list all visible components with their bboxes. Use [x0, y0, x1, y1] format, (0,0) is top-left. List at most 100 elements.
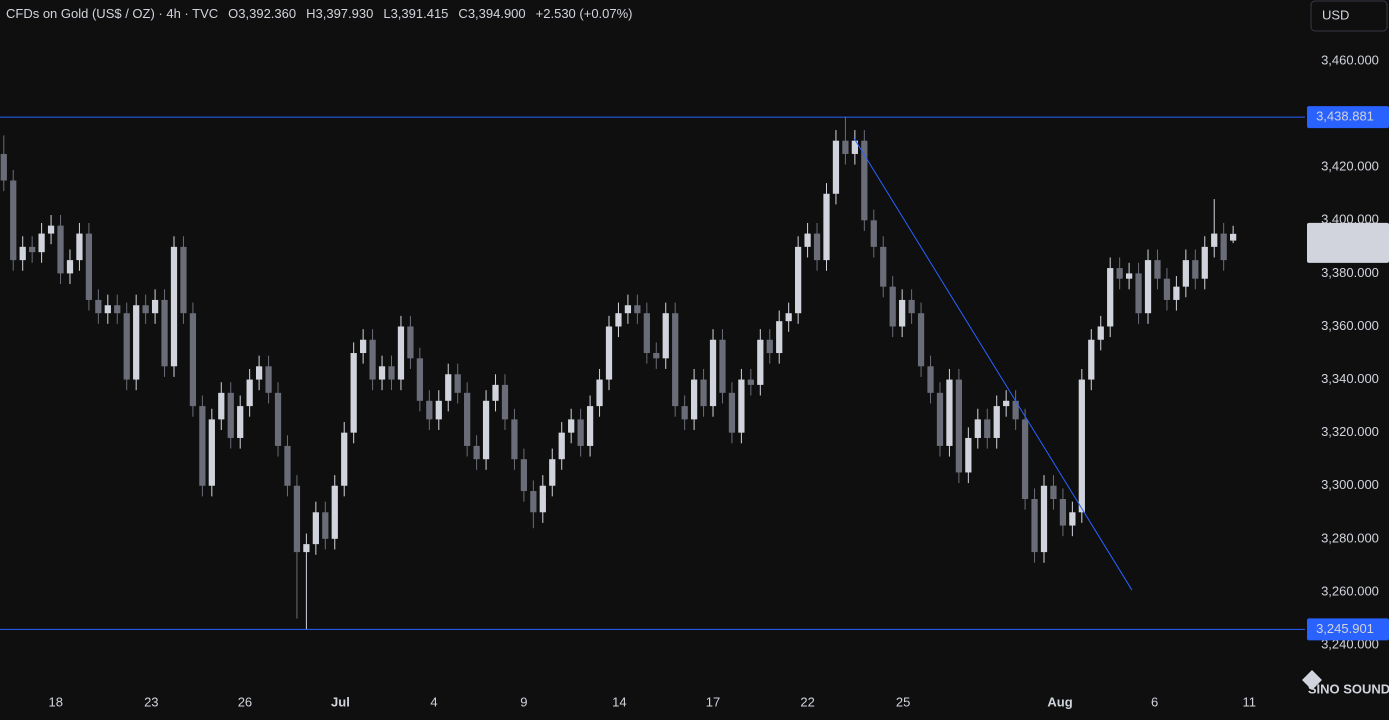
level-tag: [1307, 618, 1389, 641]
candle-body: [1050, 485, 1057, 500]
candle-body: [284, 445, 291, 486]
candle-body: [795, 246, 802, 314]
symbol-title: CFDs on Gold (US$ / OZ) · 4h · TVC: [6, 6, 218, 21]
y-tick-label: 3,380.000: [1321, 265, 1379, 280]
candle-body: [776, 321, 783, 354]
candle-body: [785, 313, 792, 322]
candle-body: [511, 419, 518, 460]
candle-body: [407, 326, 414, 359]
currency-button[interactable]: [1310, 0, 1388, 32]
candle-body: [984, 419, 991, 438]
candle-body: [1107, 268, 1114, 327]
candle-body: [29, 246, 36, 253]
candle-body: [274, 392, 282, 446]
candle-body: [813, 233, 821, 261]
y-tick-label: 3,460.000: [1321, 52, 1379, 67]
candle-body: [218, 392, 225, 420]
candle-body: [170, 246, 178, 367]
candle-body: [426, 400, 433, 420]
candle-body: [76, 233, 83, 261]
candle-body: [719, 339, 726, 393]
candle-body: [851, 140, 858, 154]
candle-body: [47, 225, 55, 234]
candle-body: [350, 353, 357, 433]
candle-body: [917, 313, 925, 367]
candle-body: [227, 392, 234, 438]
candle-body: [889, 286, 896, 327]
candle-body: [142, 305, 149, 314]
watermark: SINO SOUND: [1308, 681, 1389, 696]
candle-body: [605, 326, 613, 380]
price-change: +2.530 (+0.07%): [536, 6, 633, 21]
candle-body: [255, 366, 263, 380]
candle-body: [568, 419, 575, 433]
candle-body: [360, 339, 367, 354]
candle-body: [378, 366, 386, 380]
candle-body: [435, 400, 442, 420]
x-tick-label: 26: [238, 694, 252, 709]
candle-body: [672, 313, 679, 407]
candle-body: [662, 313, 669, 359]
candle-body: [653, 353, 660, 359]
candle-body: [823, 193, 830, 261]
ohlc-label: C: [458, 6, 467, 21]
chart-header: CFDs on Gold (US$ / OZ) · 4h · TVC O3,392…: [6, 6, 633, 21]
candle-body: [577, 419, 584, 446]
candle-body: [151, 299, 159, 314]
candle-body: [1031, 499, 1038, 553]
candle-body: [38, 233, 45, 253]
candle-body: [870, 220, 877, 247]
level-label: 3,438.881: [1316, 109, 1374, 124]
candle-body: [85, 233, 93, 300]
candle-body: [10, 180, 17, 261]
candle-body: [445, 374, 452, 401]
candle-body: [880, 246, 887, 287]
candle-body: [322, 512, 329, 539]
y-tick-label: 3,300.000: [1321, 477, 1379, 492]
x-tick-label: 23: [144, 694, 158, 709]
candle-body: [520, 459, 528, 492]
x-tick-label: Aug: [1047, 694, 1072, 709]
candle-body: [492, 384, 499, 401]
candle-body: [558, 432, 565, 460]
level-label: 3,245.901: [1316, 621, 1374, 636]
y-tick-label: 3,280.000: [1321, 530, 1379, 545]
candle-body: [728, 392, 736, 433]
candle-body: [681, 406, 688, 420]
level-tag: [1307, 106, 1389, 129]
candle-body: [369, 339, 376, 380]
candle-body: [832, 140, 840, 194]
candle-body: [1144, 260, 1152, 314]
candle-body: [1163, 278, 1171, 300]
candle-body: [993, 406, 1000, 438]
trendline: [853, 137, 1133, 591]
candle-body: [388, 366, 395, 380]
x-tick-label: 9: [520, 694, 527, 709]
candle-body: [104, 305, 111, 314]
candle-body: [842, 140, 849, 154]
candle-body: [95, 299, 102, 314]
candle-body: [1069, 512, 1076, 526]
candle-body: [1182, 260, 1189, 287]
candle-body: [1003, 400, 1010, 407]
y-tick-label: 3,420.000: [1321, 159, 1379, 174]
x-tick-label: 22: [800, 694, 814, 709]
candle-body: [908, 299, 915, 314]
ohlc-label: O: [228, 6, 238, 21]
candle-body: [265, 366, 272, 393]
x-tick-label: 4: [430, 694, 437, 709]
candle-body: [303, 544, 310, 553]
x-tick-label: Jul: [331, 694, 350, 709]
candle-body: [1220, 233, 1227, 261]
candle-body: [927, 366, 934, 393]
candle-body: [804, 233, 811, 247]
candle-body: [1021, 419, 1029, 500]
candle-body: [1116, 268, 1123, 279]
candle-body: [473, 445, 480, 460]
candle-body: [237, 406, 244, 438]
ohlc-value: 3,394.900: [468, 6, 526, 21]
x-tick-label: 17: [706, 694, 720, 709]
candle-body: [19, 246, 26, 261]
candle-body: [312, 512, 319, 545]
countdown-label: 03:31:45: [1322, 243, 1373, 258]
